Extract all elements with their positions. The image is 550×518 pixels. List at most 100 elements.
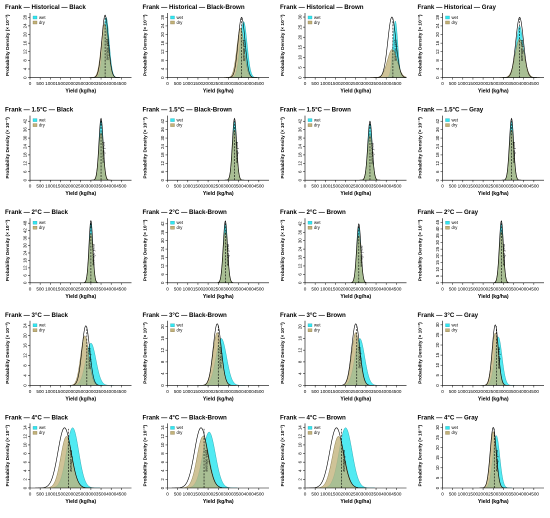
y-tick-label: 0 — [298, 281, 303, 284]
y-tick-label: 8 — [23, 364, 28, 367]
x-axis-label: Yield (kg/ha) — [203, 89, 234, 95]
y-axis-label: Probability Density (× 10⁻³) — [143, 219, 149, 281]
plot-area: average yield — [370, 16, 407, 78]
x-tick-label: 4000 — [106, 389, 117, 394]
legend-wet-label: wet — [177, 220, 184, 225]
x-tick-label: 2500 — [488, 389, 499, 394]
legend-dry-label: dry — [39, 328, 46, 333]
x-tick-label: 3000 — [86, 184, 97, 189]
y-tick-label: 20 — [160, 32, 165, 37]
y-tick-label: 10 — [435, 465, 440, 470]
legend-dry-swatch — [445, 123, 450, 127]
y-tick-label: 42 — [435, 118, 440, 123]
chart-title: Frank — 3°C — Brown — [280, 312, 346, 319]
y-tick-label: 14 — [298, 425, 303, 430]
x-tick-label: 4000 — [106, 184, 117, 189]
x-tick-label: 4500 — [529, 81, 540, 86]
x-tick-label: 3500 — [508, 492, 519, 497]
x-tick-label: 1500 — [468, 492, 479, 497]
x-tick-label: 2000 — [340, 184, 351, 189]
y-tick-label: 14 — [160, 425, 165, 430]
y-axis-label: Probability Density (× 10⁻³) — [418, 322, 424, 384]
y-tick-label: 8 — [23, 452, 28, 455]
y-tick-label: 0 — [435, 384, 440, 387]
plot-area: average yield — [337, 323, 382, 386]
x-tick-label: 4000 — [244, 184, 255, 189]
x-tick-label: 2000 — [340, 81, 351, 86]
x-tick-label: 3500 — [96, 492, 107, 497]
x-axis-label: Yield (kg/ha) — [340, 396, 371, 402]
legend-dry-label: dry — [39, 430, 46, 435]
x-tick-label: 1000 — [45, 492, 56, 497]
y-tick-label: 25 — [298, 24, 303, 29]
chart-panel: Frank — 3°C — Brown average yield 0 500 1000… — [280, 312, 407, 402]
y-tick-label: 42 — [160, 118, 165, 123]
legend-wet-swatch — [170, 118, 175, 122]
x-tick-label: 3500 — [96, 81, 107, 86]
y-tick-label: 18 — [298, 152, 303, 157]
y-tick-label: 12 — [160, 347, 165, 352]
y-tick-label: 12 — [298, 433, 303, 438]
x-tick-label: 0 — [29, 492, 32, 497]
x-tick-label: 2500 — [213, 184, 224, 189]
x-tick-label: 2000 — [65, 184, 76, 189]
y-tick-label: 16 — [23, 343, 28, 348]
dry-density-area — [480, 332, 510, 386]
y-tick-label: 12 — [160, 433, 165, 438]
legend-wet-swatch — [445, 323, 450, 327]
average-yield-label: average yield — [497, 347, 501, 368]
y-axis-label: Probability Density (× 10⁻³) — [280, 14, 286, 76]
average-yield-label: average yield — [520, 40, 524, 61]
x-tick-label: 1000 — [458, 286, 469, 291]
x-tick-label: 4000 — [244, 389, 255, 394]
average-yield-label: average yield — [205, 450, 209, 471]
legend-dry-swatch — [32, 431, 38, 435]
x-tick-label: 2000 — [478, 184, 489, 189]
legend-wet-swatch — [170, 323, 175, 327]
y-tick-label: 42 — [23, 118, 28, 123]
x-tick-label: 2000 — [478, 81, 489, 86]
x-tick-label: 3000 — [223, 286, 234, 291]
y-tick-label: 4 — [160, 469, 165, 472]
y-tick-label: 25 — [435, 332, 440, 337]
y-tick-label: 12 — [160, 160, 165, 165]
legend-wet-swatch — [32, 221, 38, 225]
legend-wet-label: wet — [39, 15, 46, 20]
x-tick-label: 0 — [29, 184, 32, 189]
legend-dry-swatch — [170, 20, 175, 25]
y-tick-label: 6 — [23, 274, 28, 277]
x-tick-label: 1500 — [55, 81, 66, 86]
overall-density-line — [198, 323, 236, 386]
legend-dry-swatch — [307, 226, 313, 230]
overall-density-line — [502, 16, 537, 78]
y-tick-label: 28 — [160, 14, 165, 19]
y-tick-label: 24 — [23, 143, 28, 148]
plot-area: average yield — [35, 427, 101, 488]
y-tick-label: 30 — [298, 14, 303, 19]
x-tick-label: 4500 — [529, 492, 540, 497]
x-tick-label: 1500 — [468, 389, 479, 394]
x-tick-label: 2500 — [76, 492, 87, 497]
legend-wet-swatch — [170, 426, 175, 430]
overall-density-line — [359, 120, 381, 181]
x-tick-label: 4500 — [529, 184, 540, 189]
x-tick-label: 3000 — [86, 389, 97, 394]
chart-title: Frank — 3°C — Black-Brown — [143, 312, 228, 319]
y-axis-label: Probability Density (× 10⁻³) — [418, 14, 424, 76]
legend-dry-label: dry — [177, 225, 184, 230]
y-tick-label: 12 — [298, 263, 303, 268]
legend-dry-label: dry — [314, 122, 321, 127]
y-tick-label: 14 — [23, 425, 28, 430]
legend-dry-swatch — [445, 328, 450, 332]
y-tick-label: 24 — [160, 246, 165, 251]
x-tick-label: 3500 — [508, 81, 519, 86]
x-tick-label: 4500 — [116, 389, 127, 394]
legend-wet-label: wet — [177, 117, 184, 122]
y-axis-label: Probability Density (× 10⁻³) — [5, 219, 11, 281]
chart-title: Frank — 1.5°C — Black-Brown — [143, 107, 233, 114]
legend-wet-label: wet — [177, 15, 184, 20]
x-tick-label: 1000 — [183, 389, 194, 394]
x-tick-label: 4000 — [381, 81, 392, 86]
y-tick-label: 15 — [298, 44, 303, 49]
